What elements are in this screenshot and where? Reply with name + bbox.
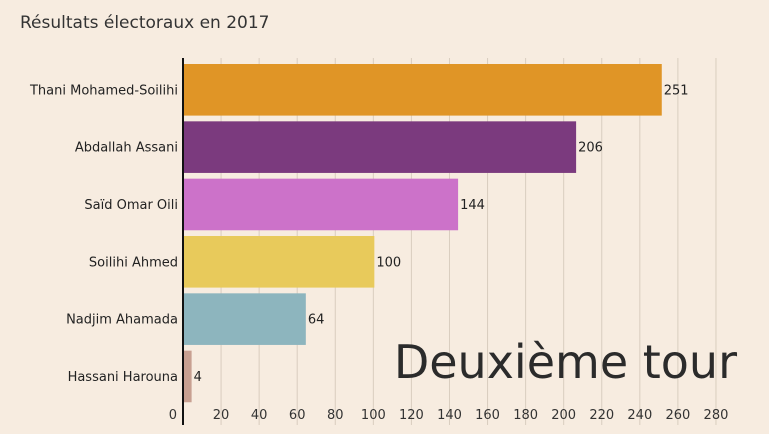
x-tick-label: 120: [399, 408, 424, 423]
x-tick-label: 0: [169, 408, 177, 423]
data-label: 64: [308, 313, 325, 328]
data-label: 251: [664, 83, 689, 98]
x-tick-label: 100: [361, 408, 386, 423]
x-tick-label: 260: [665, 408, 690, 423]
value-labels: 251 206 144 100 64 4: [194, 83, 689, 385]
category-label: Thani Mohamed-Soilihi: [29, 83, 178, 98]
bar: [184, 350, 192, 403]
x-tick-label: 220: [589, 408, 614, 423]
chart-title: Résultats électoraux en 2017: [20, 13, 270, 33]
category-labels: Thani Mohamed-Soilihi Abdallah Assani Saïd…: [29, 83, 178, 385]
category-label: Hassani Harouna: [68, 370, 178, 385]
x-tick-label: 140: [437, 408, 462, 423]
data-label: 4: [194, 370, 202, 385]
category-label: Nadjim Ahamada: [66, 313, 178, 328]
category-label: Soilihi Ahmed: [89, 255, 178, 270]
bar: [184, 121, 577, 173]
x-tick-label: 40: [251, 408, 268, 423]
bar: [184, 293, 306, 345]
annotation-label: Deuxième tour: [394, 335, 737, 389]
x-tick-label: 240: [627, 408, 652, 423]
x-tick-label: 20: [213, 408, 230, 423]
bar: [184, 64, 662, 116]
x-tick-label: 60: [289, 408, 306, 423]
category-label: Abdallah Assani: [75, 141, 178, 156]
data-label: 144: [460, 198, 485, 213]
x-tick-label: 280: [704, 408, 729, 423]
x-tick-label: 80: [327, 408, 344, 423]
x-tick-label: 180: [513, 408, 538, 423]
category-label: Saïd Omar Oili: [84, 198, 178, 213]
bar: [184, 236, 375, 288]
x-tick-labels: 0 20 40 60 80 100 120 140 160 180 200 220 240 260 280: [169, 408, 729, 423]
data-label: 206: [578, 141, 603, 156]
bars: [184, 64, 662, 403]
x-tick-label: 160: [475, 408, 500, 423]
bar: [184, 178, 459, 231]
x-tick-label: 200: [551, 408, 576, 423]
data-label: 100: [376, 255, 401, 270]
